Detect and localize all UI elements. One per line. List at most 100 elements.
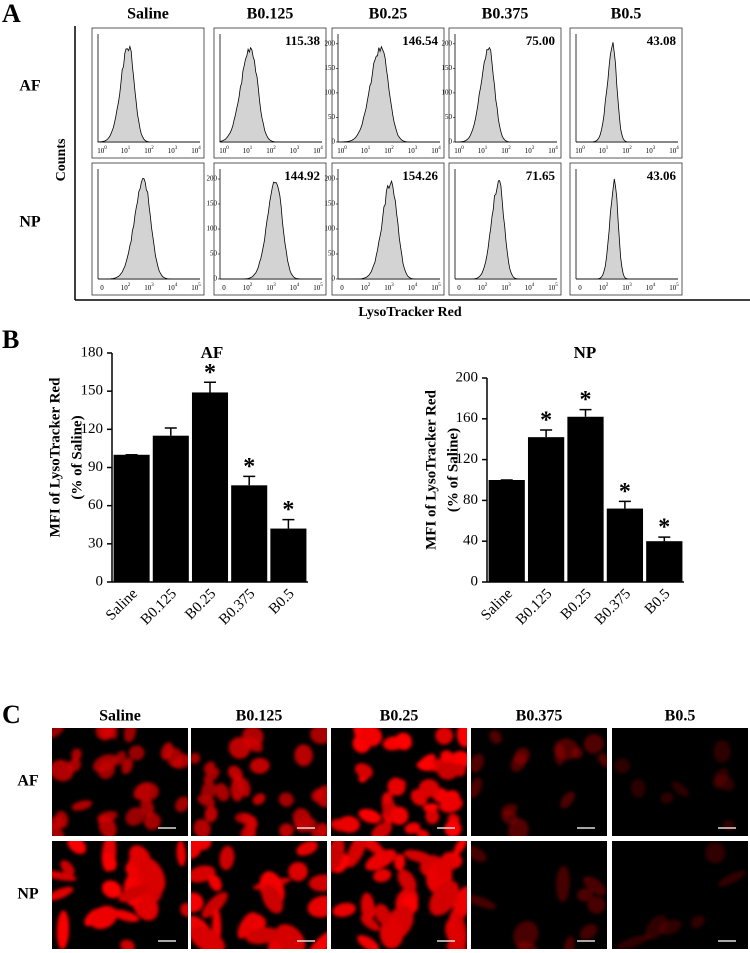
tick-exp: 4 <box>532 283 535 288</box>
histogram-frame <box>331 27 445 159</box>
x-tick-label: B0.25 <box>558 586 595 623</box>
x-tick-label: B0.125 <box>138 586 180 628</box>
cell <box>354 763 373 779</box>
cell <box>338 815 360 833</box>
cells <box>52 841 188 949</box>
x-tick-label: 103 <box>290 146 300 154</box>
cell <box>67 841 87 855</box>
x-tick-label: 103 <box>501 283 511 291</box>
tick-base: 10 <box>669 147 677 155</box>
cell <box>446 940 467 949</box>
tick-exp: 3 <box>151 283 154 288</box>
cell <box>191 752 201 764</box>
cell <box>261 884 284 914</box>
y-axis-label: (% of Saline) <box>69 415 85 499</box>
cell <box>576 888 593 902</box>
tick-base: 10 <box>290 147 298 155</box>
histogram-curve <box>338 45 440 143</box>
micrograph <box>191 728 327 836</box>
mfi-value: 154.26 <box>402 168 438 183</box>
cell <box>387 777 406 796</box>
x-tick-label: 105 <box>431 283 441 291</box>
mfi-value: 43.08 <box>647 33 677 48</box>
cell <box>332 902 356 918</box>
y-tick-label: 120 <box>81 421 104 437</box>
cell <box>583 876 607 896</box>
y-tick-label: 150 <box>81 383 104 399</box>
cell <box>597 753 607 768</box>
error-bar <box>243 475 256 486</box>
tick-base: 10 <box>290 284 298 292</box>
x-tick-label: 102 <box>266 146 276 154</box>
micrograph <box>191 841 327 949</box>
x-tick-label: 103 <box>144 283 154 291</box>
tick-exp: 2 <box>508 146 511 151</box>
y-tick-label: 150 <box>325 64 336 72</box>
cell <box>429 880 460 916</box>
tick-exp: 3 <box>175 146 178 151</box>
cell <box>358 808 382 824</box>
x-tick-label: 0 <box>578 284 582 292</box>
tick-base: 10 <box>431 284 439 292</box>
cell <box>111 909 140 922</box>
x-tick-label: 103 <box>646 146 656 154</box>
x-tick-label: 105 <box>191 283 201 291</box>
cell <box>180 902 188 917</box>
cell <box>471 753 484 773</box>
y-tick-label: 200 <box>207 175 218 183</box>
cell <box>249 757 270 774</box>
y-axis-label: MFI of LysoTracker Red <box>423 389 439 550</box>
significance-mark: * <box>243 454 255 480</box>
significance-mark: * <box>540 408 552 434</box>
cell <box>121 757 133 775</box>
y-tick-label: 80 <box>463 492 478 508</box>
cell <box>308 874 327 892</box>
x-tick-label: 101 <box>599 146 609 154</box>
x-tick-label: 102 <box>501 146 511 154</box>
column-header: Saline <box>99 708 141 725</box>
cell <box>101 880 122 899</box>
cell <box>416 829 430 836</box>
tick-exp: 2 <box>273 146 276 151</box>
histogram-curve <box>98 178 200 280</box>
y-tick-label: 0 <box>332 138 336 146</box>
tick-exp: 2 <box>128 283 131 288</box>
cell <box>360 892 375 923</box>
cell <box>203 767 220 784</box>
cell <box>397 869 417 893</box>
tick-exp: 3 <box>391 283 394 288</box>
cell <box>52 823 65 836</box>
chart-title: AF <box>201 343 224 362</box>
histogram-frame <box>91 27 205 159</box>
x-tick-label: 104 <box>408 283 418 291</box>
tick-exp: 0 <box>104 146 107 151</box>
tick-base: 10 <box>478 147 486 155</box>
image-background <box>612 841 748 949</box>
tick-exp: 5 <box>198 283 201 288</box>
x-tick-label: 101 <box>478 146 488 154</box>
tick-base: 10 <box>384 147 392 155</box>
cell <box>278 792 294 807</box>
cell <box>56 910 70 949</box>
cell <box>102 852 117 872</box>
cell <box>560 791 575 809</box>
y-tick-label: 90 <box>88 459 103 475</box>
tick-exp: 4 <box>676 146 679 151</box>
tick-base: 10 <box>646 284 654 292</box>
y-tick-label: 100 <box>325 89 336 97</box>
cell <box>140 797 155 817</box>
x-tick-label: Saline <box>478 586 516 624</box>
cell <box>373 868 392 883</box>
cells <box>471 730 607 836</box>
tick-exp: 3 <box>629 283 632 288</box>
cell <box>671 781 689 797</box>
cell <box>92 754 118 773</box>
histogram-frame <box>448 162 562 296</box>
tick-base: 10 <box>168 284 176 292</box>
micrograph <box>612 841 748 949</box>
tick-base: 0 <box>340 284 344 292</box>
cell <box>193 819 211 836</box>
tick-exp: 0 <box>582 146 585 151</box>
cell <box>67 758 81 772</box>
